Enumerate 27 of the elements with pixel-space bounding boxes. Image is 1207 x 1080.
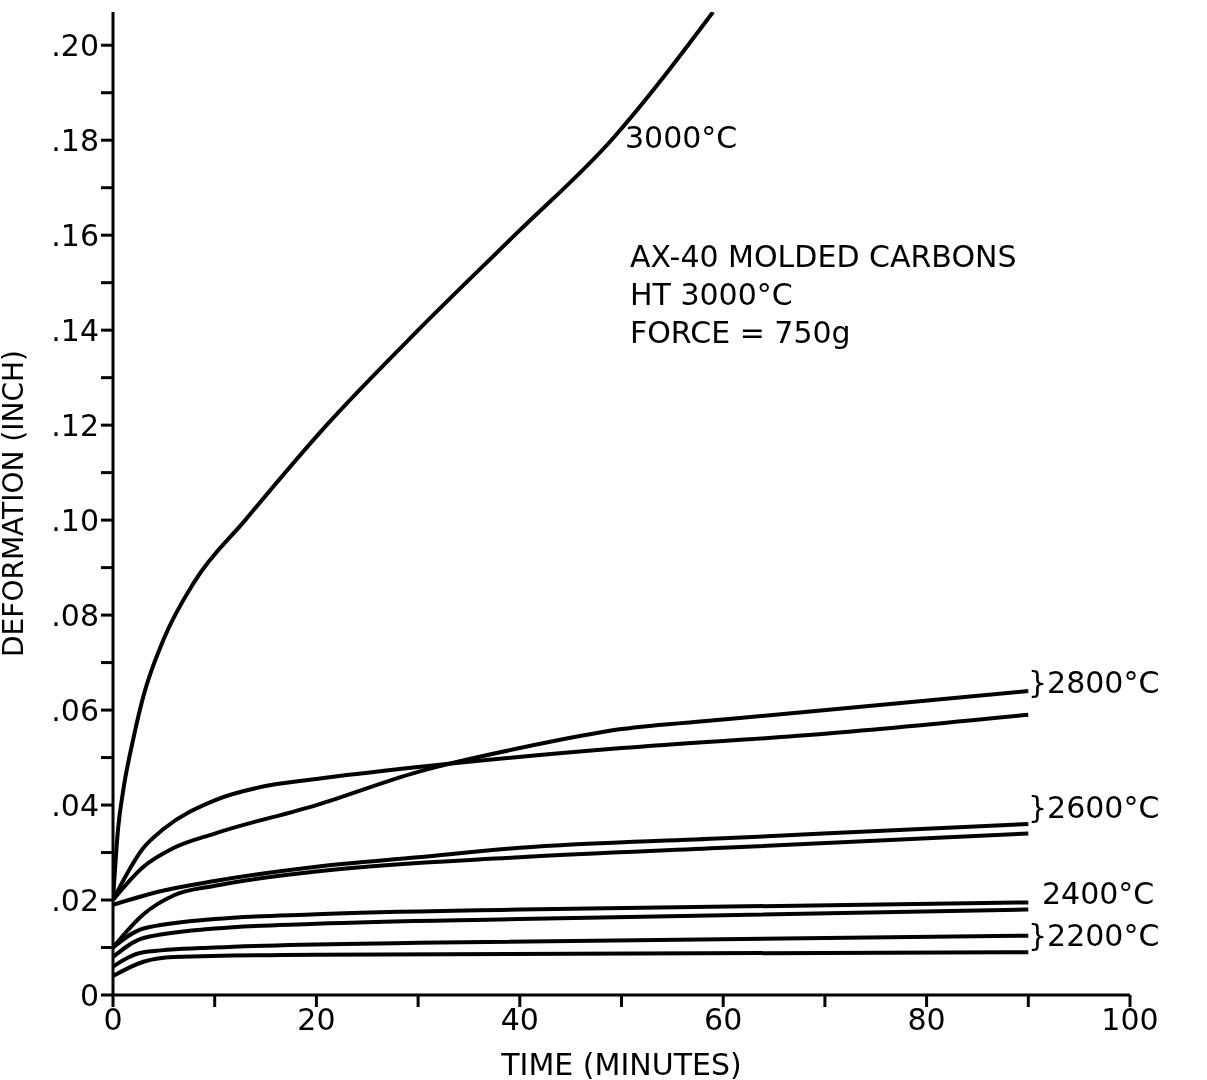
y-tick-label: .16 <box>51 217 99 253</box>
annotation: }2200°C <box>1028 918 1160 954</box>
y-tick-label: .10 <box>51 502 99 538</box>
y-tick-label: .12 <box>51 407 99 443</box>
x-tick-label: 60 <box>704 1002 743 1038</box>
annotation: HT 3000°C <box>630 276 794 314</box>
y-tick-label: .20 <box>51 27 99 63</box>
y-tick-label: 0 <box>79 977 99 1013</box>
x-tick-label: 0 <box>103 1002 123 1038</box>
x-tick-label: 80 <box>907 1002 946 1038</box>
y-tick-label: .18 <box>51 122 99 158</box>
y-tick-label: .14 <box>51 312 99 348</box>
annotation: 2400°C <box>1042 876 1155 912</box>
y-tick-label: .04 <box>51 787 99 823</box>
annotation: FORCE = 750g <box>630 314 852 352</box>
annotation: AX-40 MOLDED CARBONS <box>630 238 1017 276</box>
annotation: }2600°C <box>1028 790 1160 826</box>
x-tick-label: 20 <box>297 1002 336 1038</box>
x-axis-title: TIME (MINUTES) <box>500 1047 742 1080</box>
annotation: 3000°C <box>625 120 738 156</box>
y-tick-label: .06 <box>51 692 99 728</box>
x-tick-label: 40 <box>500 1002 539 1038</box>
annotation: }2800°C <box>1028 665 1160 701</box>
x-tick-label: 100 <box>1101 1002 1159 1038</box>
y-tick-label: .08 <box>51 597 99 633</box>
y-tick-label: .02 <box>51 882 99 918</box>
y-axis-title: DEFORMATION (INCH) <box>0 350 30 657</box>
